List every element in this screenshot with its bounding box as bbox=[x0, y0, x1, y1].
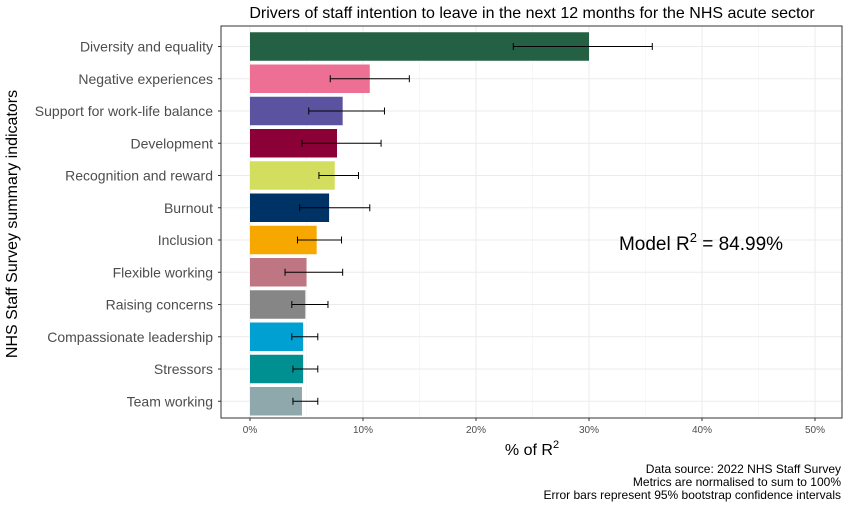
error-bar-raising-concerns bbox=[291, 301, 329, 308]
x-tick-labels: 0% 10% 20% 30% 40% 50% bbox=[243, 418, 825, 436]
error-bar-team-working bbox=[292, 397, 319, 405]
error-bar-negative-experiences bbox=[329, 75, 410, 83]
x-tick-label: 20% bbox=[466, 425, 486, 436]
x-tick-label: 50% bbox=[805, 425, 825, 436]
error-bar-support-for-work-life-balance bbox=[308, 107, 385, 115]
caption-line-error-bars: Error bars represent 95% bootstrap confi… bbox=[544, 488, 842, 502]
error-bar-inclusion bbox=[296, 236, 343, 244]
x-axis-title-text: % of R bbox=[505, 442, 553, 459]
panel-border bbox=[220, 25, 843, 419]
bars bbox=[250, 32, 589, 416]
x-tick-label: 10% bbox=[353, 425, 373, 436]
category-label-recognition-and-reward: Recognition and reward bbox=[65, 168, 213, 184]
annotation-superscript: 2 bbox=[690, 230, 697, 245]
category-label-stressors: Stressors bbox=[154, 361, 213, 377]
y-tick-labels: Diversity and equality Negative experienc… bbox=[35, 39, 221, 409]
chart-title: Drivers of staff intention to leave in t… bbox=[249, 5, 815, 22]
error-bar-development bbox=[301, 139, 382, 147]
category-label-compassionate-leadership: Compassionate leadership bbox=[47, 329, 213, 345]
annotation-suffix: = 84.99% bbox=[697, 234, 783, 255]
error-bar-burnout bbox=[299, 204, 371, 212]
category-label-negative-experiences: Negative experiences bbox=[78, 71, 213, 87]
category-label-development: Development bbox=[131, 135, 214, 151]
x-tick-label: 30% bbox=[579, 425, 599, 436]
category-label-support-for-work-life-balance: Support for work-life balance bbox=[35, 103, 213, 119]
error-bars bbox=[284, 43, 653, 405]
model-r2-annotation: Model R2 = 84.99% bbox=[619, 230, 783, 255]
error-bar-compassionate-leadership bbox=[291, 333, 319, 341]
caption-line-source: Data source: 2022 NHS Staff Survey bbox=[646, 462, 841, 476]
category-label-flexible-working: Flexible working bbox=[113, 264, 213, 280]
category-label-burnout: Burnout bbox=[164, 200, 213, 216]
error-bar-diversity-and-equality bbox=[512, 43, 653, 50]
category-label-diversity-and-equality: Diversity and equality bbox=[80, 39, 213, 55]
x-axis-title-superscript: 2 bbox=[553, 439, 559, 451]
error-bar-recognition-and-reward bbox=[318, 172, 359, 179]
annotation-prefix: Model R bbox=[619, 234, 690, 255]
x-axis-title: % of R2 bbox=[505, 439, 559, 459]
category-label-team-working: Team working bbox=[127, 393, 213, 409]
x-tick-label: 0% bbox=[243, 425, 258, 436]
error-bar-flexible-working bbox=[284, 268, 344, 276]
error-bar-stressors bbox=[292, 365, 319, 373]
category-label-inclusion: Inclusion bbox=[158, 232, 213, 248]
y-axis-title: NHS Staff Survey summary indicators bbox=[4, 90, 21, 358]
category-label-raising-concerns: Raising concerns bbox=[106, 297, 213, 313]
x-tick-label: 40% bbox=[692, 425, 712, 436]
caption-line-normalised: Metrics are normalised to sum to 100% bbox=[633, 475, 841, 489]
